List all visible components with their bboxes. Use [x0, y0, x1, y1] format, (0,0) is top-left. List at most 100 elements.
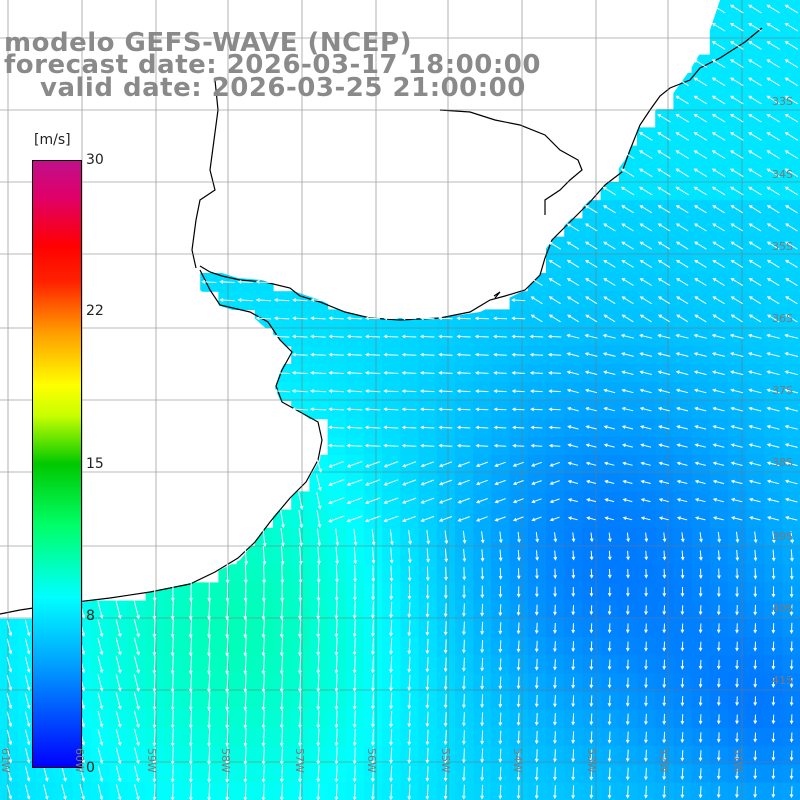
wind-arrow: [262, 527, 267, 547]
wind-arrow: [717, 550, 721, 561]
wind-arrow: [753, 604, 758, 616]
wind-arrow: [567, 516, 578, 521]
wind-arrow: [730, 4, 744, 14]
wind-arrow: [225, 618, 230, 639]
wind-arrow: [328, 389, 345, 393]
wind-arrow: [24, 711, 31, 728]
wind-arrow: [534, 622, 539, 635]
wind-arrow: [584, 352, 598, 357]
wind-arrow: [389, 638, 393, 655]
wind-arrow: [456, 371, 471, 375]
wind-arrow: [511, 298, 526, 302]
wind-arrow: [753, 786, 758, 799]
wind-arrow: [443, 657, 448, 673]
wind-arrow: [438, 316, 453, 321]
wind-arrow: [657, 278, 671, 286]
wind-arrow: [675, 370, 689, 376]
colorbar-tick-30: 30: [86, 152, 104, 168]
wind-arrow: [694, 498, 706, 503]
wind-arrow: [784, 424, 798, 430]
wind-arrow: [662, 713, 667, 725]
wind-arrow: [310, 389, 326, 393]
wind-arrow: [766, 296, 780, 305]
wind-arrow: [498, 531, 503, 544]
wind-arrow: [680, 550, 685, 561]
wind-arrow: [639, 406, 652, 412]
wind-arrow: [346, 334, 362, 339]
wind-arrow: [680, 532, 685, 543]
wind-arrow: [711, 77, 726, 87]
wind-arrow: [585, 443, 597, 448]
wind-arrow: [620, 168, 635, 178]
wind-arrow: [584, 388, 598, 394]
wind-arrow: [389, 547, 394, 564]
wind-arrow: [675, 77, 689, 87]
wind-arrow: [716, 641, 721, 652]
wind-arrow: [694, 461, 706, 466]
wind-arrow: [534, 785, 539, 800]
wind-arrow: [346, 515, 363, 523]
wind-arrow: [310, 334, 326, 339]
wind-arrow: [766, 370, 780, 376]
wind-arrow: [693, 186, 708, 196]
wind-arrow: [309, 407, 327, 412]
wind-arrow: [298, 765, 302, 783]
wind-arrow: [658, 314, 670, 323]
wind-arrow: [785, 516, 798, 521]
wind-arrow: [462, 549, 467, 563]
wind-arrow: [548, 443, 561, 448]
wind-arrow: [201, 279, 217, 284]
wind-arrow: [443, 711, 448, 727]
wind-arrow: [438, 479, 453, 486]
wind-arrow: [420, 461, 435, 468]
wind-arrow: [498, 766, 503, 782]
wind-arrow: [553, 568, 558, 579]
wind-arrow: [383, 515, 399, 523]
wind-arrow: [644, 785, 648, 799]
wind-arrow: [589, 605, 594, 616]
wind-arrow: [644, 731, 648, 744]
wind-arrow: [298, 691, 302, 711]
wind-arrow: [771, 549, 776, 562]
wind-arrow: [784, 497, 798, 503]
wind-arrow: [25, 766, 31, 782]
longitude-label: 58W: [219, 748, 232, 773]
wind-arrow: [735, 586, 739, 598]
wind-arrow: [244, 545, 249, 566]
wind-arrow: [604, 498, 615, 503]
wind-arrow: [549, 480, 560, 485]
wind-arrow: [327, 443, 345, 448]
wind-arrow: [480, 549, 485, 562]
wind-arrow: [766, 186, 780, 196]
wind-arrow: [462, 530, 467, 544]
wind-arrow: [658, 498, 669, 503]
wind-arrow: [188, 673, 193, 693]
wind-arrow: [370, 619, 375, 638]
wind-arrow: [492, 316, 508, 321]
wind-arrow: [298, 655, 302, 675]
wind-arrow: [766, 150, 780, 159]
wind-arrow: [443, 603, 448, 618]
wind-arrow: [753, 768, 758, 780]
wind-arrow: [370, 729, 375, 747]
latitude-label: 34S: [772, 168, 793, 181]
wind-arrow: [711, 22, 726, 32]
wind-arrow: [712, 296, 725, 305]
wind-arrow: [589, 785, 594, 799]
wind-arrow: [589, 568, 594, 579]
wind-arrow: [730, 479, 743, 485]
wind-arrow: [353, 546, 358, 565]
wind-arrow: [712, 516, 724, 521]
wind-arrow: [680, 767, 685, 781]
wind-arrow: [298, 673, 302, 693]
wind-arrow: [657, 388, 670, 394]
wind-arrow: [767, 516, 780, 521]
map-title-valid-date: valid date: 2026-03-25 21:00:00: [40, 73, 526, 103]
wind-arrow: [657, 296, 671, 305]
wind-arrow: [675, 223, 689, 232]
wind-arrow: [675, 352, 689, 357]
wind-arrow: [662, 532, 667, 543]
wind-arrow: [748, 278, 762, 287]
wind-arrow: [549, 461, 560, 467]
